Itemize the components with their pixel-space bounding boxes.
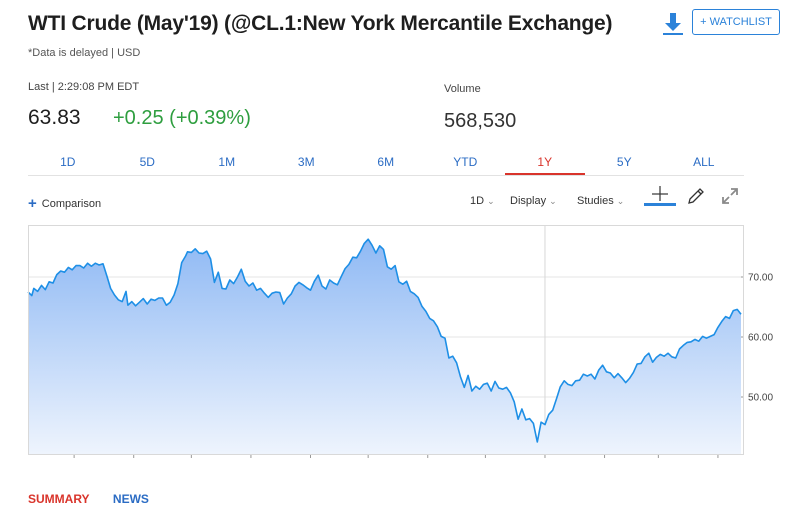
tab-5d[interactable]: 5D [139, 155, 155, 169]
watchlist-button[interactable]: + WATCHLIST [692, 9, 780, 35]
price-chart[interactable]: 70.0060.0050.00MayJunJulAugSepOctNovDec2… [0, 222, 800, 462]
tab-1m[interactable]: 1M [218, 155, 236, 169]
bottom-tabs: SUMMARY NEWS [28, 492, 169, 506]
last-trade-label: Last | 2:29:08 PM EDT [28, 81, 140, 93]
price-change: +0.25 (+0.39%) [113, 107, 251, 129]
plus-icon: + [28, 195, 37, 212]
crosshair-icon[interactable] [644, 185, 676, 207]
tab-6m[interactable]: 6M [377, 155, 395, 169]
display-label: Display [510, 195, 547, 207]
y-tick-label: 60.00 [748, 333, 773, 344]
tab-1d[interactable]: 1D [60, 155, 76, 169]
tab-1y[interactable]: 1Y [505, 151, 585, 175]
tab-ytd[interactable]: YTD [453, 155, 478, 169]
volume-value: 568,530 [444, 110, 517, 132]
price-line [27, 238, 742, 443]
volume-label: Volume [444, 83, 481, 95]
last-price: 63.83 [28, 106, 81, 129]
comparison-label: Comparison [41, 198, 102, 210]
interval-label: 1D [470, 195, 485, 207]
price-area [28, 239, 741, 454]
tab-3m[interactable]: 3M [297, 155, 315, 169]
page-title: WTI Crude (May'19) (@CL.1:New York Merca… [28, 12, 613, 35]
tab-5y[interactable]: 5Y [616, 155, 632, 169]
chevron-down-icon: ⌄ [549, 196, 557, 206]
display-dropdown[interactable]: Display ⌄ [510, 195, 557, 207]
range-tabs: 1D 5D 1M 3M 6M YTD 1Y 5Y ALL [28, 151, 744, 176]
interval-dropdown[interactable]: 1D ⌄ [470, 195, 495, 207]
studies-label: Studies [577, 195, 614, 207]
pencil-icon[interactable] [686, 186, 706, 206]
studies-dropdown[interactable]: Studies ⌄ [577, 195, 624, 207]
download-icon[interactable] [662, 12, 684, 36]
expand-icon[interactable] [720, 186, 740, 206]
delay-note: *Data is delayed | USD [28, 47, 141, 59]
comparison-button[interactable]: + Comparison [28, 195, 101, 212]
y-tick-label: 70.00 [748, 273, 773, 284]
chevron-down-icon: ⌄ [616, 196, 625, 206]
tab-summary[interactable]: SUMMARY [28, 492, 90, 506]
y-tick-label: 50.00 [748, 393, 773, 404]
chevron-down-icon: ⌄ [487, 196, 495, 206]
tab-news[interactable]: NEWS [112, 492, 149, 506]
tab-all[interactable]: ALL [693, 155, 715, 169]
